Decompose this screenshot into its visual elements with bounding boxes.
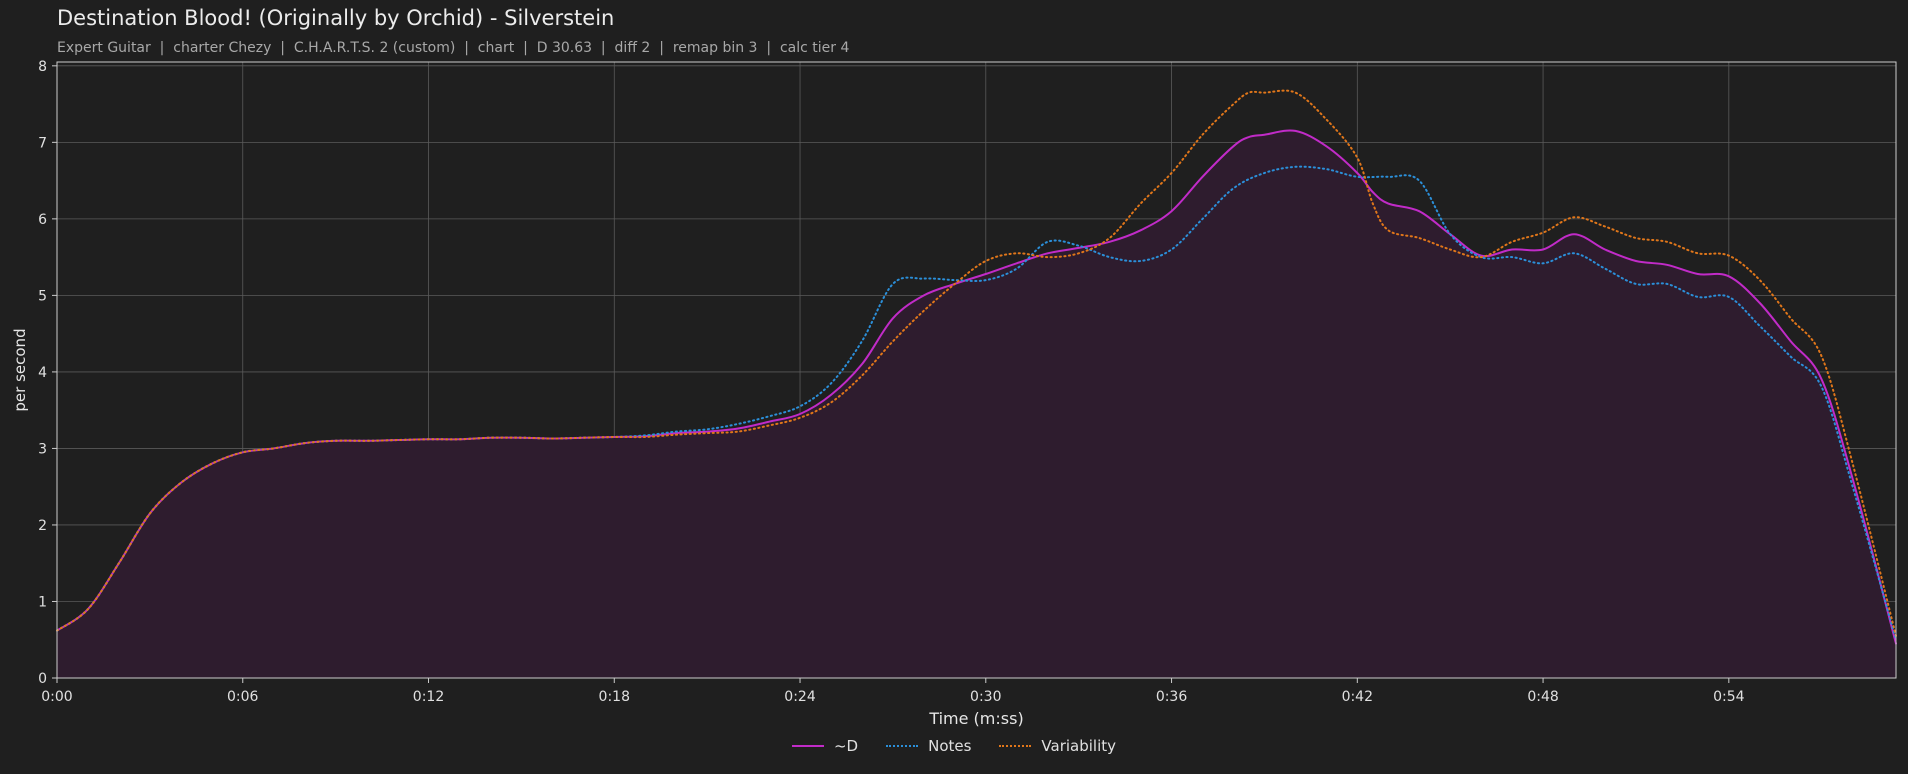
legend: ~D Notes Variability [0, 737, 1908, 755]
legend-item-notes: Notes [886, 737, 971, 755]
legend-swatch [886, 745, 919, 747]
x-tick-label: 0:00 [41, 689, 72, 705]
x-tick-label: 0:42 [1342, 689, 1373, 705]
y-tick-label: 7 [38, 135, 47, 151]
chart-subtitle: Expert Guitar | charter Chezy | C.H.A.R.… [57, 40, 850, 56]
y-axis-label: per second [11, 328, 29, 411]
series-line-d [56, 129, 1897, 645]
x-tick-label: 0:30 [970, 689, 1001, 705]
fill-layer [57, 130, 1896, 679]
x-tick-label: 0:12 [413, 689, 444, 705]
y-tick-label: 4 [38, 365, 47, 381]
series-line-notes [56, 165, 1897, 641]
series-layer [56, 89, 1897, 645]
legend-item-d: ~D [791, 737, 859, 755]
legend-swatch [791, 745, 824, 747]
legend-item-variability: Variability [999, 737, 1116, 755]
legend-label: Notes [928, 737, 972, 755]
y-tick-label: 2 [38, 518, 47, 534]
series-area-d [57, 130, 1896, 679]
legend-swatch [999, 745, 1032, 747]
legend-label: Variability [1041, 737, 1117, 755]
y-tick-label: 5 [38, 288, 47, 304]
y-tick-label: 3 [38, 441, 47, 457]
y-tick-label: 1 [38, 594, 47, 610]
y-tick-label: 8 [38, 59, 47, 75]
x-axis-label: Time (m:ss) [928, 709, 1023, 728]
x-tick-label: 0:06 [227, 689, 259, 705]
y-tick-label: 6 [38, 212, 47, 228]
x-tick-label: 0:36 [1156, 689, 1188, 705]
x-tick-label: 0:48 [1527, 689, 1558, 705]
x-tick-label: 0:54 [1713, 689, 1745, 705]
x-tick-label: 0:24 [784, 689, 816, 705]
plot-frame [56, 61, 1897, 679]
x-tick-label: 0:18 [599, 689, 630, 705]
chart-title: Destination Blood! (Originally by Orchid… [57, 6, 615, 30]
x-tick-layer: 0:00 0:06 0:12 0:18 0:24 0:30 0:36 0:42 0:48 0:54 [41, 678, 1745, 705]
y-tick-layer: 0 1 2 3 4 5 6 7 8 [38, 59, 57, 687]
series-line-variability [56, 89, 1897, 637]
legend-label: ~D [833, 737, 859, 755]
y-tick-label: 0 [38, 671, 47, 687]
